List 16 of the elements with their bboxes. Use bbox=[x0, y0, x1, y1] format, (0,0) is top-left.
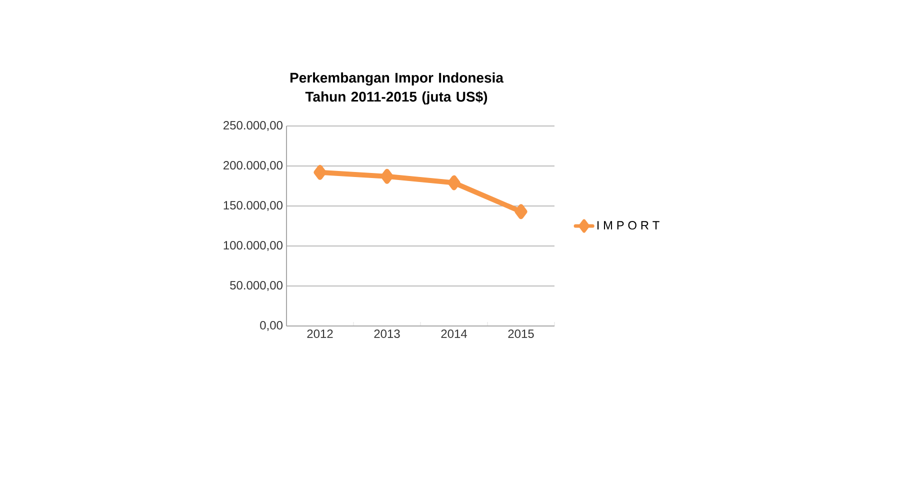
legend-label: I M P O R T bbox=[597, 221, 660, 230]
x-tick-label: 2015 bbox=[508, 330, 534, 338]
point bbox=[514, 204, 528, 220]
chart-title: Perkembangan Impor Indonesia Tahun 2011-2015 (juta US$) bbox=[290, 72, 504, 104]
y-tick-label: 200.000,00 bbox=[224, 161, 282, 171]
y-tick-label: 250.000,00 bbox=[224, 121, 282, 131]
point bbox=[314, 164, 326, 180]
x-tick-label: 2013 bbox=[374, 330, 400, 338]
y-tick-label: 150.000,00 bbox=[224, 201, 282, 211]
y-tick-label: 50.000,00 bbox=[230, 281, 283, 291]
x-tick-label: 2012 bbox=[307, 330, 333, 338]
y-tick-label: 0,00 bbox=[260, 321, 283, 331]
y-tick-label: 100.000,00 bbox=[224, 241, 282, 251]
point bbox=[448, 175, 460, 190]
point bbox=[380, 168, 394, 184]
x-tick-label: 2014 bbox=[441, 330, 467, 338]
